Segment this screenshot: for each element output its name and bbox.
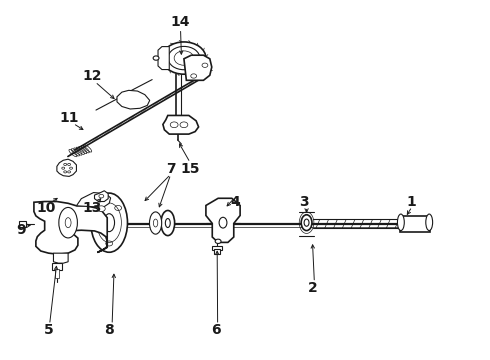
Ellipse shape — [165, 219, 170, 228]
Text: 9: 9 — [16, 223, 26, 237]
Ellipse shape — [301, 215, 312, 230]
Circle shape — [99, 194, 104, 198]
Polygon shape — [117, 90, 150, 109]
Ellipse shape — [91, 193, 127, 252]
Ellipse shape — [59, 207, 77, 238]
Ellipse shape — [162, 42, 206, 74]
Text: 1: 1 — [406, 194, 416, 208]
Circle shape — [106, 241, 113, 246]
Circle shape — [180, 122, 188, 128]
Ellipse shape — [104, 214, 115, 231]
Text: 6: 6 — [211, 323, 220, 337]
Polygon shape — [53, 253, 68, 263]
Circle shape — [64, 171, 67, 173]
Text: 2: 2 — [308, 280, 318, 294]
Bar — [212, 246, 222, 250]
Ellipse shape — [174, 51, 194, 65]
Ellipse shape — [161, 211, 174, 235]
Bar — [400, 216, 430, 232]
Circle shape — [153, 56, 159, 60]
Circle shape — [215, 239, 221, 243]
Ellipse shape — [219, 217, 227, 228]
Polygon shape — [95, 191, 108, 202]
Text: 13: 13 — [83, 201, 102, 215]
Text: 12: 12 — [83, 69, 102, 83]
Bar — [214, 249, 220, 253]
Text: 10: 10 — [36, 201, 55, 215]
Polygon shape — [206, 198, 240, 242]
Circle shape — [97, 206, 103, 211]
Polygon shape — [184, 55, 212, 80]
Ellipse shape — [397, 214, 404, 230]
Circle shape — [68, 163, 71, 166]
Circle shape — [202, 63, 208, 67]
Ellipse shape — [304, 219, 309, 226]
Ellipse shape — [168, 46, 200, 70]
Circle shape — [115, 206, 122, 211]
Text: 7: 7 — [166, 162, 175, 176]
Bar — [55, 269, 59, 278]
Ellipse shape — [65, 218, 71, 228]
Circle shape — [98, 206, 105, 212]
Text: 11: 11 — [59, 111, 79, 125]
Ellipse shape — [149, 212, 162, 234]
Polygon shape — [34, 202, 107, 254]
Bar — [52, 263, 62, 270]
Polygon shape — [76, 193, 111, 207]
Circle shape — [70, 167, 73, 169]
Text: 4: 4 — [230, 194, 240, 208]
Polygon shape — [163, 116, 198, 134]
Ellipse shape — [153, 219, 158, 227]
Text: 8: 8 — [104, 323, 114, 337]
Polygon shape — [57, 159, 76, 176]
Circle shape — [170, 122, 178, 128]
Circle shape — [64, 163, 67, 166]
Text: 14: 14 — [171, 15, 190, 29]
Circle shape — [68, 171, 71, 173]
Circle shape — [62, 167, 65, 169]
Polygon shape — [158, 46, 169, 69]
Text: 5: 5 — [44, 323, 53, 337]
Ellipse shape — [426, 214, 433, 230]
Text: 15: 15 — [180, 162, 200, 176]
Bar — [19, 221, 26, 226]
Circle shape — [191, 74, 196, 78]
Text: 3: 3 — [299, 194, 308, 208]
